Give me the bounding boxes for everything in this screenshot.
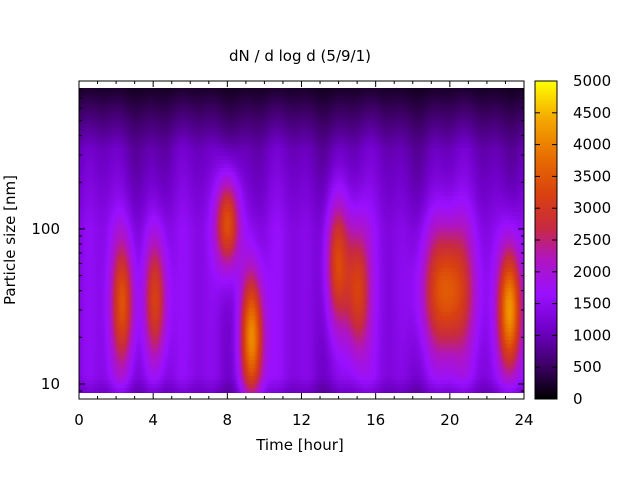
x-axis-label: Time [hour]: [255, 436, 344, 454]
y-tick-label: 10: [41, 375, 60, 393]
x-tick-label: 24: [514, 411, 533, 429]
x-tick-label: 0: [74, 411, 84, 429]
x-tick-label: 4: [148, 411, 158, 429]
colorbar-tick-label: 3000: [573, 199, 611, 217]
y-axis: 10 100: [31, 88, 524, 393]
colorbar-tick-label: 4500: [573, 104, 611, 122]
x-axis: 0 4 8 12 16 20 24: [74, 81, 534, 429]
colorbar-tick-label: 4000: [573, 136, 611, 154]
x-tick-label: 8: [223, 411, 233, 429]
colorbar-tick-label: 500: [573, 358, 602, 376]
x-tick-label: 16: [366, 411, 385, 429]
plot-area: [78, 80, 525, 400]
x-tick-label: 20: [440, 411, 459, 429]
colorbar-tick-label: 3500: [573, 167, 611, 185]
chart-title: dN / d log d (5/9/1): [229, 47, 371, 65]
colorbar-tick-label: 2000: [573, 263, 611, 281]
heatmap-image: [79, 88, 524, 393]
colorbar-tick-label: 1000: [573, 326, 611, 344]
colorbar-tick-label: 1500: [573, 295, 611, 313]
colorbar: 0 500 1000 1500 2000 2500 3000 3500 4000 4500 5000: [534, 72, 611, 408]
x-tick-label: 12: [292, 411, 311, 429]
colorbar-tick-label: 5000: [573, 72, 611, 90]
colorbar-tick-label: 0: [573, 390, 583, 408]
colorbar-gradient: [535, 81, 557, 399]
y-axis-label: Particle size [nm]: [1, 175, 19, 305]
colorbar-tick-label: 2500: [573, 231, 611, 249]
colorbar-ticks: 0 500 1000 1500 2000 2500 3000 3500 4000 4500 5000: [535, 72, 611, 408]
y-tick-label: 100: [31, 220, 60, 238]
